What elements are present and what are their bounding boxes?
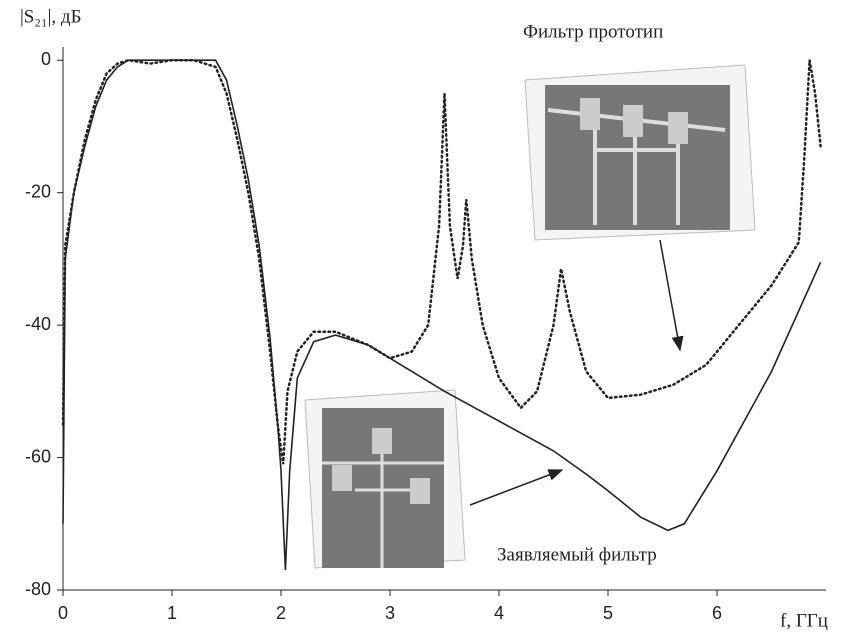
y-tick-label: 0 (41, 49, 51, 69)
inset-prototype (525, 65, 755, 350)
series-label: Заявляемый фильтр (497, 544, 657, 565)
x-tick-label: 5 (603, 603, 613, 623)
y-tick-label: -60 (25, 446, 51, 466)
y-tick-label: -40 (25, 314, 51, 334)
y-tick-label: -80 (25, 579, 51, 599)
x-axis-label: f, ГГц (780, 610, 828, 631)
y-tick-label: -20 (25, 181, 51, 201)
chart: |S₂₁|, дБ f, ГГц -80 -60 -40 -20 0 0 1 2 3 4 5 6 Зая… (0, 0, 866, 637)
y-axis-label: |S₂₁|, дБ (20, 6, 82, 27)
x-tick-label: 0 (58, 603, 68, 623)
inset-proposed (305, 390, 562, 568)
x-tick-label: 3 (385, 603, 395, 623)
x-tick-label: 2 (276, 603, 286, 623)
x-tick-label: 4 (494, 603, 504, 623)
series-label: Фильтр прототип (523, 21, 663, 42)
x-tick-label: 6 (712, 603, 722, 623)
x-tick-label: 1 (167, 603, 177, 623)
